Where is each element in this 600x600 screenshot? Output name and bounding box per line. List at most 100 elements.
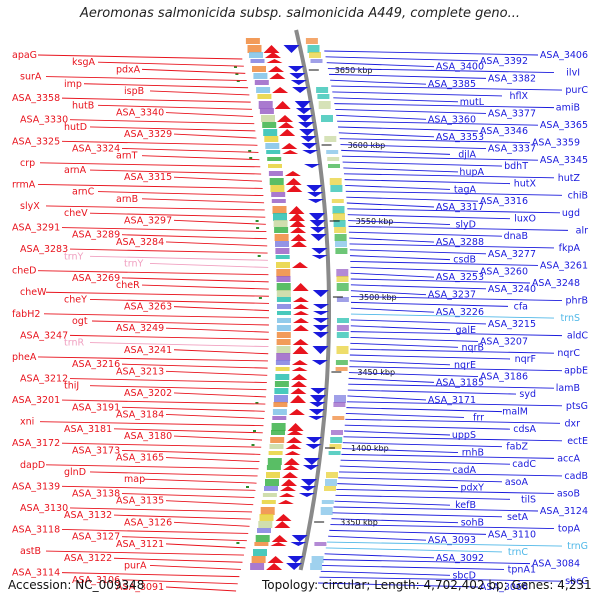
right-leader-line	[324, 553, 435, 559]
right-leader-line	[349, 243, 555, 249]
gene-label: ASA_3127	[72, 532, 120, 543]
gene-label: ASA_3122	[64, 553, 112, 564]
left-leader-line	[61, 227, 267, 232]
gene-label: slyD	[455, 220, 476, 231]
gene-label: pheA	[12, 352, 37, 363]
gene-label: ASA_3325	[12, 136, 60, 147]
cog-block	[318, 101, 331, 109]
gene-label: sbcC	[565, 576, 588, 587]
gene-label: ASA_3110	[488, 529, 536, 540]
forward-gene-arrow	[290, 542, 307, 546]
reverse-gene-arrow	[277, 500, 294, 504]
right-leader-line	[345, 413, 465, 418]
reverse-gene-arrow	[286, 437, 303, 443]
gene-label: ASA_3284	[116, 237, 164, 248]
reverse-gene-arrow	[283, 458, 300, 465]
right-leader-line	[344, 424, 511, 430]
left-leader-line	[69, 119, 255, 125]
cog-block	[317, 94, 330, 99]
cog-block	[266, 472, 280, 478]
tick-dot	[253, 430, 256, 432]
forward-gene-arrow	[309, 402, 326, 407]
reverse-gene-arrow	[292, 283, 309, 291]
forward-gene-arrow	[309, 220, 326, 227]
left-leader-line	[45, 76, 247, 82]
gene-label: ASA_3269	[72, 273, 120, 284]
gene-label: fabH2	[12, 309, 40, 320]
forward-gene-arrow	[303, 458, 320, 465]
left-leader-line	[149, 564, 241, 570]
left-leader-line	[69, 378, 267, 383]
forward-gene-arrow	[310, 388, 327, 394]
reverse-gene-arrow	[289, 213, 305, 221]
gene-label: hutD	[64, 122, 87, 133]
reverse-gene-arrow	[292, 346, 309, 354]
gene-label: cadC	[512, 459, 536, 470]
cog-block	[336, 276, 349, 282]
cog-block	[276, 262, 290, 268]
left-leader-line	[97, 191, 264, 197]
cog-block	[274, 227, 289, 233]
right-leader-line	[348, 220, 451, 225]
gene-label: ASA_3124	[540, 506, 588, 517]
gene-label: ugd	[562, 208, 580, 219]
gene-label: thiJ	[64, 381, 79, 392]
left-leader-line	[165, 370, 268, 376]
cog-block	[321, 500, 334, 504]
forward-gene-arrow	[313, 311, 329, 315]
backbone-arc	[294, 29, 331, 571]
cog-block	[269, 444, 284, 449]
cog-block	[276, 353, 291, 361]
cog-block	[275, 255, 290, 259]
gene-label: ASA_3216	[72, 359, 120, 370]
gene-label: malM	[502, 407, 528, 418]
reverse-gene-arrow	[286, 185, 303, 192]
left-leader-line	[173, 176, 262, 182]
cog-block	[325, 479, 337, 486]
left-leader-line	[37, 183, 263, 189]
right-leader-line	[346, 401, 563, 407]
cog-block	[328, 451, 341, 455]
right-leader-line	[334, 500, 451, 506]
left-leader-line	[61, 442, 262, 448]
gene-label: amiB	[556, 103, 580, 114]
right-leader-line	[346, 407, 503, 413]
right-leader-line	[350, 313, 555, 319]
cog-block	[337, 318, 349, 323]
reverse-gene-arrow	[285, 178, 302, 185]
tick-dot	[255, 402, 259, 404]
gene-label: ASA_3260	[480, 266, 528, 277]
right-leader-line	[336, 114, 427, 120]
reverse-gene-arrow	[265, 52, 281, 58]
forward-gene-arrow	[310, 227, 327, 233]
cog-block	[336, 346, 349, 354]
right-leader-line	[348, 225, 569, 231]
gene-label: ASA_3237	[428, 290, 476, 301]
cog-block	[335, 248, 348, 254]
gene-label: ASA_3202	[124, 388, 172, 399]
reverse-gene-arrow	[282, 150, 299, 154]
cog-block	[275, 374, 290, 380]
reverse-gene-arrow	[267, 556, 284, 563]
left-leader-line	[121, 579, 238, 585]
forward-gene-arrow	[295, 108, 312, 114]
right-leader-line	[350, 261, 539, 266]
gene-label: luxO	[514, 214, 536, 225]
gene-label: slyX	[20, 201, 40, 212]
right-leader-line	[332, 512, 503, 518]
cog-block	[273, 213, 287, 221]
gene-label: ASA_3315	[124, 172, 172, 183]
gene-label: apbE	[564, 366, 588, 377]
forward-gene-arrow	[310, 395, 326, 403]
left-leader-line	[173, 306, 270, 312]
cog-block	[271, 192, 286, 197]
gene-label: mutL	[460, 97, 485, 108]
right-leader-line	[350, 319, 487, 325]
cog-block	[271, 430, 285, 435]
cog-block	[321, 115, 333, 122]
gene-label: asoA	[505, 477, 529, 488]
right-leader-line	[342, 442, 503, 448]
gene-label: ASA_3212	[20, 374, 68, 385]
right-leader-line	[336, 489, 555, 494]
left-leader-line	[37, 54, 243, 60]
